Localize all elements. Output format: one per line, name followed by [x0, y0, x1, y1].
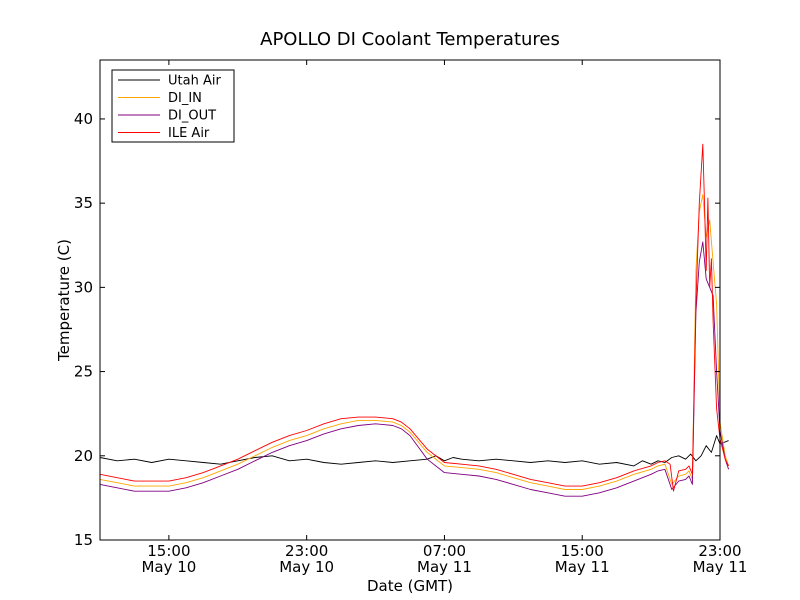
legend: Utah Air DI_IN DI_OUT ILE Air — [111, 69, 235, 143]
y-tick-label-2: 25 — [74, 363, 93, 381]
series-line-0 — [99, 435, 729, 467]
y-tick-label-0: 15 — [74, 531, 93, 549]
x-tick-label-time-1: 23:00 — [285, 542, 328, 560]
series-layer — [99, 143, 730, 497]
series-line-2 — [99, 241, 730, 497]
x-tick-label-date-4: May 11 — [693, 558, 748, 576]
plot-area-frame — [99, 59, 721, 541]
y-tick-label-4: 35 — [74, 194, 93, 212]
x-tick-label-date-1: May 10 — [279, 558, 334, 576]
chart-title: APOLLO DI Coolant Temperatures — [260, 29, 560, 50]
legend-label-3: ILE Air — [168, 126, 210, 141]
x-tick-label-date-0: May 10 — [141, 558, 196, 576]
x-tick-label-time-4: 23:00 — [698, 542, 741, 560]
legend-frame — [111, 69, 235, 143]
y-tick-label-3: 30 — [74, 278, 93, 296]
x-tick-label-time-3: 15:00 — [561, 542, 604, 560]
legend-label-0: Utah Air — [168, 74, 221, 89]
x-axis-label: Date (GMT) — [367, 577, 453, 595]
y-tick-label-5: 40 — [74, 110, 93, 128]
series-line-3 — [99, 143, 730, 492]
legend-label-1: DI_IN — [168, 91, 202, 106]
x-tick-label-date-2: May 11 — [417, 558, 472, 576]
x-tick-label-date-3: May 11 — [555, 558, 610, 576]
y-axis-label: Temperature (C) — [55, 239, 73, 362]
legend-label-2: DI_OUT — [168, 109, 216, 124]
x-tick-label-time-2: 07:00 — [423, 542, 466, 560]
x-tick-label-time-0: 15:00 — [147, 542, 190, 560]
y-tick-label-1: 20 — [74, 447, 93, 465]
